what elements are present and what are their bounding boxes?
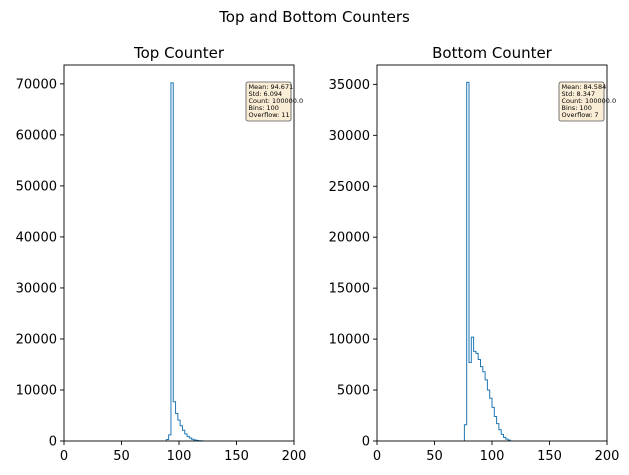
top-counter-stats-box <box>245 81 292 122</box>
bottom-counter-xtick-label: 50 <box>426 449 443 464</box>
bottom-counter-title: Bottom Counter <box>432 44 553 62</box>
top-counter-stats-line: Mean: 94.671 <box>249 83 294 91</box>
figure-suptitle: Top and Bottom Counters <box>218 8 410 26</box>
bottom-counter-ytick-label: 10000 <box>329 333 370 348</box>
bottom-counter-ytick-label: 15000 <box>329 282 370 297</box>
top-counter-axes-frame <box>63 64 295 442</box>
bottom-counter-stats-line: Count: 100000.0 <box>562 97 617 105</box>
top-counter-xtick-label: 200 <box>282 449 307 464</box>
bottom-counter-ytick-label: 30000 <box>329 129 370 144</box>
top-counter-xtick-label: 100 <box>167 449 192 464</box>
bottom-counter-stats-line: Std: 8.347 <box>562 90 596 98</box>
top-counter-title: Top Counter <box>133 44 225 62</box>
bottom-counter-stats-line: Overflow: 7 <box>562 111 599 119</box>
bottom-counter-histogram-step <box>463 81 511 441</box>
top-counter-histogram-step <box>165 82 204 442</box>
bottom-counter-ytick-label: 5000 <box>337 384 370 399</box>
bottom-counter-xtick-label: 200 <box>595 449 620 464</box>
top-counter-ytick-label: 0 <box>49 435 57 450</box>
top-counter-stats-line: Std: 6.094 <box>249 90 283 98</box>
bottom-counter-ytick-label: 35000 <box>329 78 370 93</box>
top-counter-ytick-label: 60000 <box>16 128 57 143</box>
bottom-counter-axes: 0 50 100 150 200 0 5000 10000 15000 20000 25000 300… <box>329 44 620 464</box>
bottom-counter-xtick-label: 150 <box>537 449 562 464</box>
top-counter-stats-line: Overflow: 11 <box>249 111 290 119</box>
bottom-counter-ytick-label: 20000 <box>329 231 370 246</box>
top-counter-ytick-label: 40000 <box>16 230 57 245</box>
top-counter-xtick-label: 150 <box>224 449 249 464</box>
bottom-counter-ytick-label: 25000 <box>329 180 370 195</box>
bottom-counter-stats-line: Mean: 84.584 <box>562 83 607 91</box>
bottom-counter-stats-box <box>558 81 605 122</box>
top-counter-stats-line: Bins: 100 <box>249 104 279 112</box>
bottom-counter-stats-line: Bins: 100 <box>562 104 592 112</box>
top-counter-ytick-label: 30000 <box>16 281 57 296</box>
bottom-counter-axes-frame <box>376 64 608 442</box>
top-counter-ytick-label: 70000 <box>16 77 57 92</box>
top-counter-xtick-label: 50 <box>113 449 130 464</box>
top-counter-stats-line: Count: 100000.0 <box>249 97 304 105</box>
bottom-counter-ytick-label: 0 <box>362 435 370 450</box>
top-counter-ytick-label: 50000 <box>16 179 57 194</box>
bottom-counter-xtick-label: 0 <box>373 449 381 464</box>
top-counter-ytick-label: 20000 <box>16 332 57 347</box>
bottom-counter-xtick-label: 100 <box>480 449 505 464</box>
top-counter-axes: 0 50 100 150 200 0 10000 20000 30000 40000 50000 60… <box>16 44 307 464</box>
top-counter-ytick-label: 10000 <box>16 383 57 398</box>
top-counter-xtick-label: 0 <box>60 449 68 464</box>
